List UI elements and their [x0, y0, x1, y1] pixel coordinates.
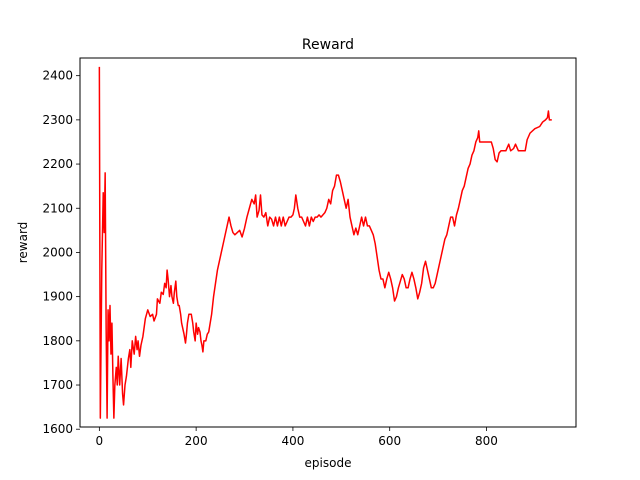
x-axis-label: episode	[305, 456, 352, 470]
x-tick-label: 0	[96, 434, 104, 448]
x-axis-ticks: 0 200 400 600 800	[96, 427, 498, 448]
y-tick-label: 2000	[42, 245, 73, 259]
plot-area	[98, 66, 552, 419]
y-tick-label: 2100	[42, 201, 73, 215]
x-tick-label: 200	[185, 434, 208, 448]
x-tick-label: 400	[281, 434, 304, 448]
y-tick-label: 2200	[42, 157, 73, 171]
y-tick-label: 2300	[42, 113, 73, 127]
y-tick-label: 1800	[42, 334, 73, 348]
chart-title: Reward	[302, 37, 354, 53]
y-tick-label: 2400	[42, 69, 73, 83]
series-line-0	[98, 66, 552, 419]
y-tick-label: 1900	[42, 290, 73, 304]
y-axis-label: reward	[16, 222, 30, 264]
x-tick-label: 800	[475, 434, 498, 448]
x-tick-label: 600	[378, 434, 401, 448]
y-tick-label: 1700	[42, 378, 73, 392]
y-axis-ticks: 1600 1700 1800 1900 2000 2100 2200 2300 2400	[42, 69, 80, 436]
y-tick-label: 1600	[42, 422, 73, 436]
axes-frame	[79, 57, 577, 428]
